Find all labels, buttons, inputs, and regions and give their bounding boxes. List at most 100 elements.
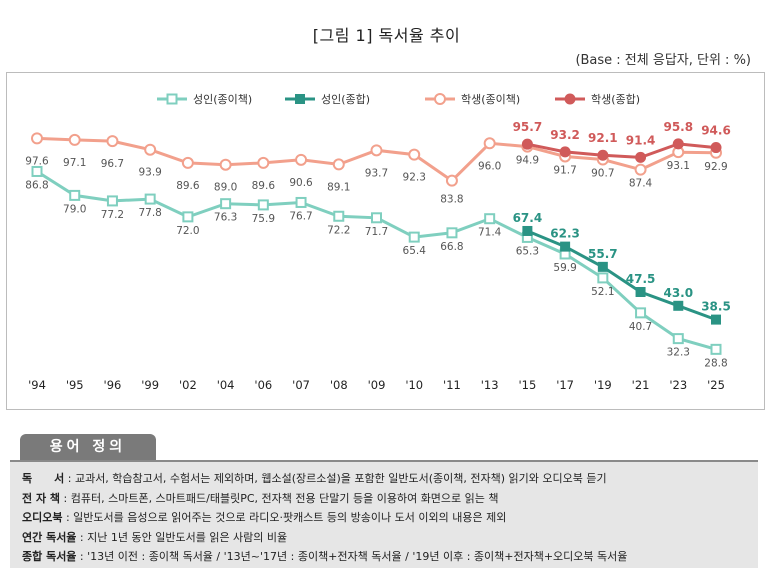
data-point <box>522 225 533 236</box>
data-point <box>560 241 571 252</box>
x-tick-label: '21 <box>632 378 650 392</box>
data-point <box>635 287 646 297</box>
data-label: 72.2 <box>327 224 350 236</box>
data-point <box>635 151 647 163</box>
definition-term: 전 자 책 <box>22 491 61 505</box>
data-label: 28.8 <box>704 357 727 369</box>
data-label: 89.6 <box>252 180 276 192</box>
definition-term: 독 서 <box>22 472 65 485</box>
data-label: 79.0 <box>63 203 86 215</box>
x-tick-label: '25 <box>707 378 725 392</box>
definition-row: 연간 독서율 : 지난 1년 동안 일반도서를 읽은 사람의 비율 <box>22 528 748 548</box>
data-label: 96.0 <box>478 160 501 172</box>
data-point <box>106 195 118 207</box>
line-chart: 성인(종이책) 성인(종합) 학생(종이책) 학생(종합) 86.8 79.0 77.2 77… <box>25 93 731 392</box>
data-point <box>68 133 81 146</box>
definition-term: 오디오북 <box>22 511 63 525</box>
definition-desc: : 교과서, 학습참고서, 수험서는 제외하며, 웹소설(장르소설)을 포함한 … <box>64 472 607 485</box>
data-label: 87.4 <box>629 178 653 190</box>
data-label: 71.7 <box>365 226 388 238</box>
x-tick-label: '02 <box>179 378 197 392</box>
data-label: 77.8 <box>138 207 161 219</box>
definition-row: 종합 독서율 : '13년 이전 : 종이책 독서율 / '13년~'17년 :… <box>22 547 748 567</box>
data-label: 89.0 <box>214 182 237 194</box>
chart-title: [그림 1] 독서율 추이 <box>312 26 461 45</box>
data-label: 92.3 <box>403 172 426 184</box>
data-point <box>597 261 608 272</box>
data-point <box>710 343 722 355</box>
data-point <box>483 137 496 150</box>
data-point <box>484 213 496 225</box>
data-label: 77.2 <box>101 209 124 221</box>
series-line <box>527 142 717 159</box>
data-label: 71.4 <box>478 227 502 239</box>
data-point <box>597 149 609 161</box>
data-label: 90.6 <box>289 177 313 189</box>
data-point <box>710 142 722 154</box>
legend-marker <box>564 93 576 105</box>
x-tick-label: '17 <box>556 378 574 392</box>
legend-marker <box>295 94 305 104</box>
data-point <box>370 144 383 157</box>
data-label: 93.2 <box>550 128 580 142</box>
x-tick-label: '23 <box>669 378 687 392</box>
data-point <box>521 138 533 150</box>
data-point <box>371 212 382 224</box>
data-label: 40.7 <box>629 321 652 333</box>
data-point <box>257 199 269 211</box>
data-point <box>181 156 194 169</box>
data-label: 59.9 <box>553 262 576 274</box>
x-tick-label: '94 <box>28 378 46 392</box>
data-label: 38.5 <box>701 300 731 314</box>
data-point <box>332 158 345 171</box>
base-note: (Base : 전체 응답자, 단위 : %) <box>575 53 751 68</box>
x-tick-label: '95 <box>66 378 84 392</box>
data-point <box>634 163 647 176</box>
data-label: 92.1 <box>588 131 618 145</box>
definitions-heading: 용어 정의 <box>20 434 156 460</box>
data-point <box>69 189 81 201</box>
data-label: 67.4 <box>513 211 543 225</box>
data-label: 94.6 <box>701 124 731 138</box>
x-tick-label: '11 <box>443 378 461 392</box>
chart-area: 성인(종이책) 성인(종합) 학생(종이책) 학생(종합) 86.8 79.0 77.2 77… <box>6 72 765 410</box>
data-label: 62.3 <box>550 227 580 241</box>
data-label: 95.7 <box>513 120 543 134</box>
x-tick-label: '09 <box>368 378 386 392</box>
data-label: 65.4 <box>403 245 427 257</box>
data-label: 43.0 <box>663 286 693 300</box>
data-label: 55.7 <box>588 247 618 261</box>
data-label: 91.7 <box>553 164 576 176</box>
data-label: 90.7 <box>591 168 614 180</box>
data-point <box>408 148 421 161</box>
data-point <box>182 211 194 223</box>
x-tick-label: '06 <box>254 378 272 392</box>
data-point <box>219 158 232 171</box>
data-label: 89.1 <box>327 181 350 193</box>
data-point <box>711 314 721 325</box>
legend-label: 성인(종합) <box>321 93 370 106</box>
data-label: 66.8 <box>440 241 463 253</box>
data-label: 95.8 <box>663 120 693 134</box>
data-label: 93.7 <box>365 167 388 179</box>
data-point <box>445 174 458 187</box>
data-label: 96.7 <box>101 158 124 170</box>
data-point <box>333 210 345 222</box>
data-label: 97.6 <box>25 155 49 167</box>
data-point <box>295 153 308 166</box>
legend-label: 학생(종이책) <box>461 93 520 106</box>
data-point <box>31 132 43 145</box>
data-label: 47.5 <box>626 272 656 286</box>
x-tick-label: '10 <box>405 378 423 392</box>
definition-term: 종합 독서율 <box>22 550 77 564</box>
data-point <box>597 272 609 284</box>
data-label: 72.0 <box>176 225 199 237</box>
data-label: 93.9 <box>138 167 161 179</box>
data-point <box>672 138 684 150</box>
data-label: 91.4 <box>626 133 656 147</box>
x-tick-label: '07 <box>292 378 310 392</box>
x-tick-label: '04 <box>217 378 235 392</box>
data-point <box>635 307 647 319</box>
data-point <box>672 333 684 345</box>
definition-row: 독 서 : 교과서, 학습참고서, 수험서는 제외하며, 웹소설(장르소설)을 … <box>22 469 748 489</box>
